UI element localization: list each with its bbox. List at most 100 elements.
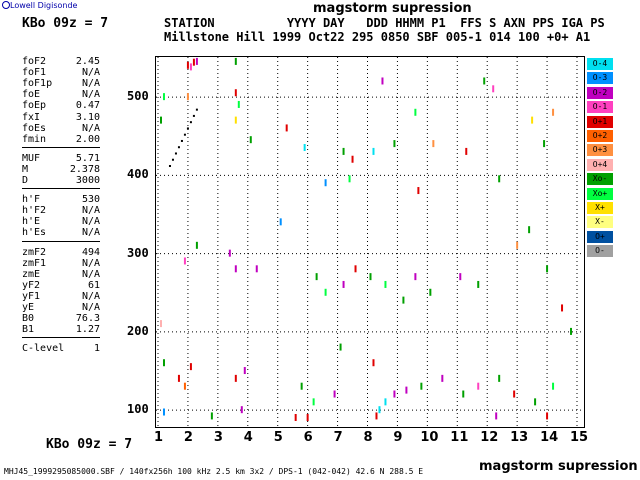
trace-point [177, 146, 180, 149]
echo-mark [492, 85, 495, 93]
param-value: 76.3 [75, 313, 100, 325]
echo-mark [324, 179, 327, 187]
echo-mark [384, 398, 387, 406]
param-row: h'Es N/A [22, 227, 100, 238]
echo-mark [402, 296, 405, 304]
echo-mark [333, 390, 336, 398]
param-divider [22, 188, 100, 190]
param-row: h'F2 N/A [22, 205, 100, 216]
echo-mark [552, 108, 555, 116]
echo-mark [300, 382, 303, 390]
param-value: N/A [81, 67, 100, 79]
echo-mark [372, 359, 375, 367]
echo-mark [354, 265, 357, 273]
echo-mark [249, 136, 252, 144]
x-tick-label: 6 [303, 430, 313, 445]
echo-mark [381, 77, 384, 85]
echo-mark [552, 382, 555, 390]
file-info: MHJ45_1999295085000.SBF / 140fx256h 100 … [4, 467, 424, 476]
color-legend: O-4 O-3 O-2 O-1 O+1 O+2 O+3 O+4 Xo- Xo+ X+ X- O+ O- [587, 58, 613, 259]
x-tick-label: 5 [273, 430, 283, 445]
echo-mark [237, 100, 240, 108]
y-tick-label: 400 [127, 167, 149, 182]
legend-item: O-1 [587, 101, 613, 114]
echo-mark [543, 140, 546, 148]
param-name: yE [22, 302, 35, 313]
trace-point [168, 165, 171, 167]
station-code-bottom: KBo 09z = 7 [46, 437, 133, 452]
echo-mark [342, 280, 345, 288]
param-name: foF1p [22, 78, 53, 90]
echo-mark [531, 116, 534, 124]
param-row: B1 1.27 [22, 324, 100, 335]
logo-text: Lowell Digisonde [10, 1, 78, 10]
param-name: yF2 [22, 279, 41, 291]
x-tick-label: 4 [243, 430, 253, 445]
trace-point [183, 133, 186, 136]
echo-mark [186, 61, 189, 69]
echo-mark [378, 406, 381, 414]
y-tick-label: 100 [127, 402, 149, 417]
param-value: N/A [81, 268, 100, 280]
param-value: 0.47 [75, 100, 100, 112]
legend-item: Xo- [587, 173, 613, 186]
param-name: yF1 [22, 290, 41, 302]
echo-mark [417, 187, 420, 195]
param-name: MUF [22, 152, 41, 164]
x-tick-label: 14 [540, 430, 559, 445]
param-name: fmin [22, 133, 47, 145]
trace-point [195, 108, 198, 111]
echo-mark [279, 218, 282, 226]
trace-point [186, 127, 189, 130]
param-name: B0 [22, 313, 35, 325]
echo-mark [243, 367, 246, 375]
echo-mark [228, 249, 231, 257]
param-row: foEp 0.47 [22, 100, 100, 111]
x-tick-label: 11 [450, 430, 469, 445]
echo-mark [393, 390, 396, 398]
legend-item: O+2 [587, 129, 613, 142]
trace-point [174, 152, 177, 155]
x-tick-label: 7 [333, 430, 343, 445]
param-row: zmF2 494 [22, 247, 100, 258]
param-value: N/A [81, 302, 100, 313]
legend-item: X+ [587, 201, 613, 214]
param-name: C-level [22, 343, 65, 355]
echo-mark [240, 406, 243, 414]
legend-item: O+ [587, 230, 613, 243]
echo-mark [183, 257, 186, 265]
echo-mark [465, 147, 468, 155]
param-value: 1.27 [75, 324, 100, 336]
param-name: D [22, 175, 29, 186]
echo-mark [294, 414, 297, 421]
param-value: N/A [81, 78, 100, 90]
param-value: N/A [81, 290, 100, 302]
echo-mark [429, 288, 432, 296]
echo-mark [306, 414, 309, 421]
param-name: fxI [22, 111, 41, 123]
echo-mark [375, 412, 378, 420]
param-divider [22, 337, 100, 339]
echo-mark [459, 273, 462, 281]
echo-mark [405, 386, 408, 394]
x-tick-label: 3 [213, 430, 223, 445]
param-value: 3000 [75, 175, 100, 186]
param-name: h'E [22, 216, 41, 228]
echo-mark [561, 304, 564, 312]
echo-mark [528, 226, 531, 234]
station-code: KBo 09z = 7 [22, 16, 109, 31]
echo-mark [234, 89, 237, 97]
echo-mark [189, 63, 192, 71]
echo-mark [324, 288, 327, 296]
echo-mark [393, 140, 396, 148]
echo-mark [342, 147, 345, 155]
echo-mark [162, 359, 165, 367]
y-tick-label: 300 [127, 245, 149, 260]
echo-mark [177, 374, 180, 382]
echo-mark [462, 390, 465, 398]
param-row: fmin 2.00 [22, 134, 100, 145]
echo-mark [420, 382, 423, 390]
param-name: zmF1 [22, 257, 47, 269]
param-value: 1 [93, 343, 100, 355]
echo-mark [432, 140, 435, 148]
